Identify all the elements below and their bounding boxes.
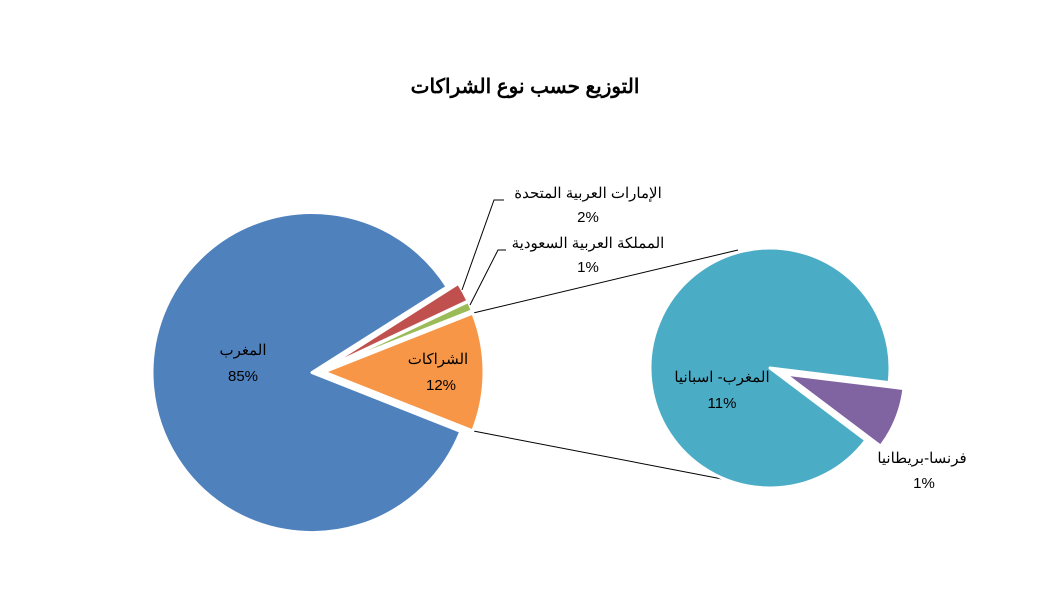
slice-label-value-0: 85%: [228, 368, 258, 385]
pie-slice-85--0: [150, 211, 463, 535]
connector-line-bottom: [472, 430, 749, 485]
secondary-label-name-1: فرنسا-بريطانيا: [877, 450, 966, 467]
primary-pie: [150, 211, 486, 535]
secondary-label-name-0: المغرب- اسبانيا: [674, 369, 769, 386]
connector-line-top: [472, 249, 739, 314]
secondary-pie: [648, 246, 906, 490]
secondary-label-value-0: 11%: [708, 395, 737, 412]
leader-line-1: [461, 199, 504, 291]
slice-label-value-1: 2%: [577, 209, 599, 226]
pie-slice-2--1: [321, 281, 470, 371]
leader-line-2: [469, 249, 506, 306]
secondary-slice-1: [783, 372, 906, 448]
slice-label-name-1: الإمارات العربية المتحدة: [514, 185, 662, 202]
chart-title: التوزيع حسب نوع الشراكات: [411, 76, 640, 99]
slice-label-name-2: المملكة العربية السعودية: [512, 235, 665, 252]
slice-label-value-3: 12%: [426, 377, 456, 394]
secondary-slice-0: [648, 246, 892, 490]
secondary-label-value-1: 1%: [913, 475, 935, 492]
pie-slice-12--3: [322, 311, 486, 433]
data-labels: المغرب 85% الشراكات 12% الإمارات العربية الم…: [219, 185, 966, 492]
slice-label-value-2: 1%: [577, 259, 599, 276]
connector-lines: [472, 249, 749, 485]
slice-label-name-0: المغرب: [219, 342, 266, 359]
slice-label-name-3: الشراكات: [408, 351, 468, 368]
